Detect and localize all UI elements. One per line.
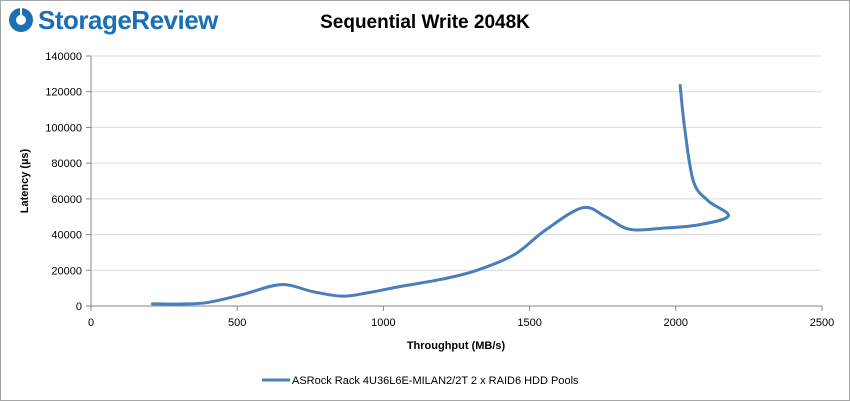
y-tick-label: 100000 [45, 122, 82, 134]
logo-text: StorageReview [38, 4, 218, 35]
y-tick-label: 80000 [51, 158, 82, 170]
x-tick-label: 500 [228, 317, 246, 329]
y-axis-ticks: 0 20000 40000 60000 80000 100000 120000 140000 [45, 51, 91, 313]
y-axis-label: Latency (µs) [19, 148, 31, 213]
x-axis-ticks: 0 500 1000 1500 2000 2500 [88, 306, 834, 329]
storagereview-logo-icon [9, 7, 33, 32]
y-tick-label: 60000 [51, 194, 82, 206]
x-tick-label: 0 [88, 317, 94, 329]
series-group [150, 83, 730, 306]
legend-label: ASRock Rack 4U36L6E-MILAN2/2T 2 x RAID6 … [292, 375, 579, 387]
x-tick-label: 2500 [810, 317, 834, 329]
x-axis-label: Throughput (MB/s) [407, 340, 506, 352]
y-tick-label: 20000 [51, 265, 82, 277]
x-tick-label: 1500 [517, 317, 541, 329]
y-tick-label: 0 [76, 301, 82, 313]
storagereview-logo: StorageReview [8, 4, 218, 36]
y-tick-label: 140000 [45, 51, 82, 63]
legend: ASRock Rack 4U36L6E-MILAN2/2T 2 x RAID6 … [262, 375, 579, 387]
x-tick-label: 2000 [664, 317, 688, 329]
y-tick-label: 40000 [51, 230, 82, 242]
y-tick-label: 120000 [45, 87, 82, 99]
gridlines [91, 55, 822, 271]
x-tick-label: 1000 [371, 317, 395, 329]
chart-title: Sequential Write 2048K [320, 12, 530, 33]
series-line [150, 83, 730, 306]
